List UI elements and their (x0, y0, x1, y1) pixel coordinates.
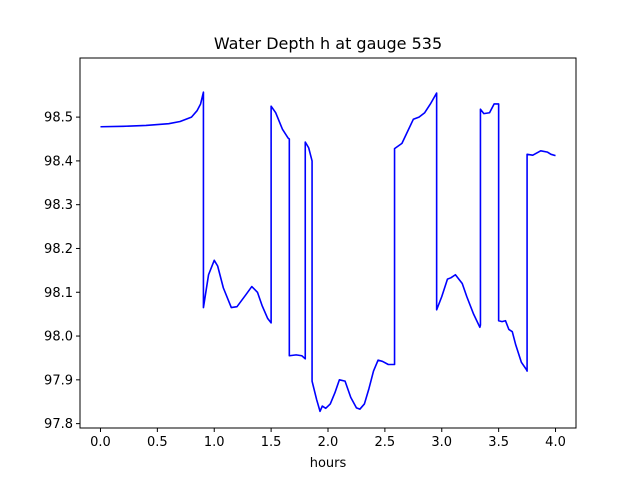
x-tick-label: 3.0 (431, 435, 452, 450)
y-tick-label: 98.0 (44, 330, 73, 345)
x-tick-label: 0.0 (90, 435, 111, 450)
y-tick-label: 97.9 (44, 373, 73, 388)
y-tick-label: 97.8 (44, 417, 73, 432)
y-tick-label: 98.5 (44, 111, 73, 126)
y-tick-label: 98.1 (44, 286, 73, 301)
plot-area (80, 58, 576, 428)
x-tick-label: 1.0 (204, 435, 225, 450)
x-tick-label: 3.5 (488, 435, 509, 450)
y-tick-label: 98.4 (44, 154, 73, 169)
depth-series-line (100, 91, 556, 413)
plot-frame (79, 57, 577, 429)
series-layer (100, 91, 556, 413)
x-tick-label: 2.5 (375, 435, 396, 450)
y-tick-label: 98.2 (44, 242, 73, 257)
x-axis-label: hours (310, 456, 347, 471)
x-axis-ticks: 0.0 0.5 1.0 1.5 2.0 2.5 3.0 3.5 4.0 (90, 428, 566, 450)
x-tick-label: 1.5 (261, 435, 282, 450)
x-tick-label: 2.0 (318, 435, 339, 450)
y-tick-label: 98.3 (44, 198, 73, 213)
x-tick-label: 4.0 (545, 435, 566, 450)
chart-title: Water Depth h at gauge 535 (214, 34, 442, 53)
y-axis-ticks: 97.8 97.9 98.0 98.1 98.2 98.3 98.4 98.5 (44, 111, 80, 432)
x-tick-label: 0.5 (147, 435, 168, 450)
